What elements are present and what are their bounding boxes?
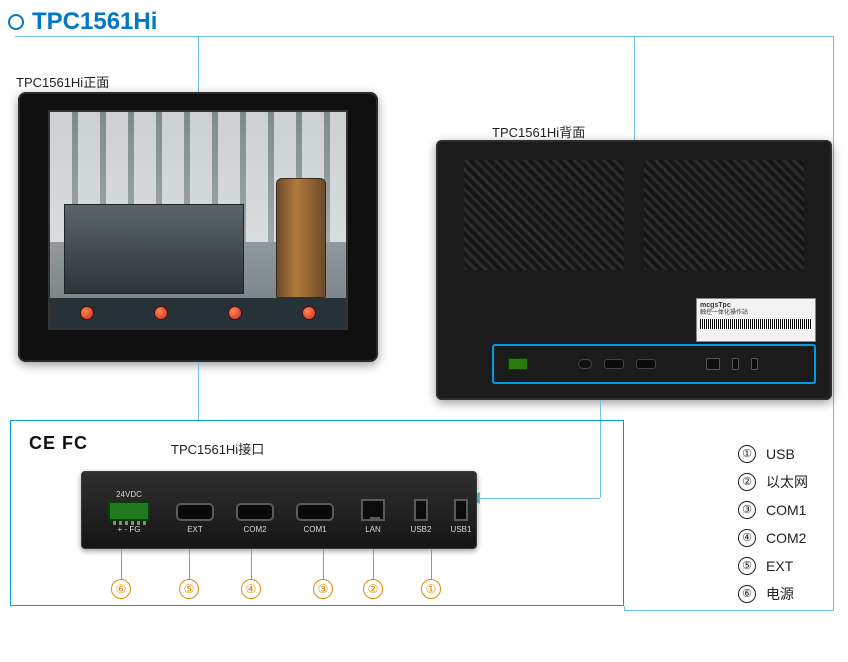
port-usb1: USB1 bbox=[446, 499, 476, 534]
callout-line bbox=[251, 549, 252, 579]
back-ports-highlight bbox=[492, 344, 816, 384]
callout-line bbox=[121, 549, 122, 579]
sticker-brand: mcgsTpc bbox=[700, 302, 812, 310]
back-port-usb bbox=[751, 358, 758, 370]
legend-item: ② 以太网 bbox=[738, 468, 808, 496]
callout-line bbox=[323, 549, 324, 579]
legend-list: ① USB ② 以太网 ③ COM1 ④ COM2 ⑤ EXT ⑥ 电源 bbox=[738, 440, 808, 608]
screen-machine-graphic bbox=[64, 204, 244, 294]
back-port-ext bbox=[578, 359, 592, 369]
legend-item: ③ COM1 bbox=[738, 496, 808, 524]
product-title-row: TPC1561Hi bbox=[8, 8, 157, 36]
port-lan: LAN bbox=[350, 499, 396, 534]
back-port-com bbox=[636, 359, 656, 369]
barcode-graphic bbox=[700, 319, 812, 329]
front-view-device bbox=[18, 92, 378, 362]
legend-number: ⑤ bbox=[738, 557, 756, 575]
connector-line bbox=[833, 36, 834, 611]
callout-number: ④ bbox=[241, 579, 261, 599]
legend-text: EXT bbox=[766, 552, 793, 580]
legend-number: ① bbox=[738, 445, 756, 463]
hmi-button bbox=[80, 306, 94, 320]
hmi-button bbox=[228, 306, 242, 320]
cooling-vent bbox=[644, 160, 804, 270]
back-port-power bbox=[508, 358, 528, 370]
port-label: USB1 bbox=[451, 525, 472, 534]
hmi-screen bbox=[48, 110, 348, 330]
legend-text: 电源 bbox=[766, 580, 794, 608]
back-view-device: mcgsTpc 触控一体化操作站 bbox=[436, 140, 832, 400]
de9-connector bbox=[236, 503, 274, 521]
usb-connector bbox=[454, 499, 468, 521]
port-label: USB2 bbox=[411, 525, 432, 534]
connector-line bbox=[198, 362, 199, 420]
cooling-vent bbox=[464, 160, 624, 270]
back-ports-row bbox=[500, 352, 808, 376]
hmi-button bbox=[302, 306, 316, 320]
connector-line bbox=[15, 36, 833, 37]
legend-number: ② bbox=[738, 473, 756, 491]
interface-label: TPC1561Hi接口 bbox=[171, 439, 264, 458]
de9-connector bbox=[296, 503, 334, 521]
connector-line bbox=[624, 610, 834, 611]
usb-connector bbox=[414, 499, 428, 521]
rj45-connector bbox=[361, 499, 385, 521]
back-port-usb bbox=[732, 358, 739, 370]
callout-number: ⑤ bbox=[179, 579, 199, 599]
port-label: EXT bbox=[187, 525, 203, 534]
callout-number: ⑥ bbox=[111, 579, 131, 599]
port-power: 24VDC + - FG bbox=[98, 490, 160, 534]
back-view-label: TPC1561Hi背面 bbox=[492, 122, 585, 141]
product-title: TPC1561Hi bbox=[32, 8, 157, 36]
callout-number: ② bbox=[363, 579, 383, 599]
connector-line bbox=[634, 36, 635, 140]
legend-number: ④ bbox=[738, 529, 756, 547]
de9-connector bbox=[176, 503, 214, 521]
front-view-label: TPC1561Hi正面 bbox=[16, 72, 109, 91]
screen-tank-graphic bbox=[276, 178, 326, 298]
connector-line bbox=[624, 606, 625, 611]
interface-detail-frame: CE FC TPC1561Hi接口 24VDC + - FG EXT COM2 … bbox=[10, 420, 624, 606]
legend-number: ⑥ bbox=[738, 585, 756, 603]
port-com1: COM1 bbox=[290, 503, 340, 534]
legend-text: 以太网 bbox=[766, 468, 808, 496]
legend-item: ⑥ 电源 bbox=[738, 580, 808, 608]
back-port-lan bbox=[706, 358, 720, 370]
bullet-icon bbox=[8, 14, 24, 30]
port-com2: COM2 bbox=[230, 503, 280, 534]
interface-panel: 24VDC + - FG EXT COM2 COM1 LAN bbox=[81, 471, 477, 549]
legend-text: COM1 bbox=[766, 496, 806, 524]
hmi-button bbox=[154, 306, 168, 320]
port-label: + - FG bbox=[118, 525, 141, 534]
back-port-com bbox=[604, 359, 624, 369]
legend-item: ⑤ EXT bbox=[738, 552, 808, 580]
port-label: COM2 bbox=[243, 525, 266, 534]
interface-ports-row: 24VDC + - FG EXT COM2 COM1 LAN bbox=[98, 482, 460, 534]
callout-line bbox=[189, 549, 190, 579]
callout-line bbox=[373, 549, 374, 579]
sticker-desc: 触控一体化操作站 bbox=[700, 310, 812, 317]
callout-line bbox=[431, 549, 432, 579]
certification-marks: CE FC bbox=[29, 433, 88, 454]
hmi-button-bar bbox=[50, 298, 346, 328]
callout-number: ① bbox=[421, 579, 441, 599]
port-label: 24VDC bbox=[116, 490, 142, 499]
legend-text: USB bbox=[766, 440, 795, 468]
connector-line bbox=[198, 36, 199, 92]
port-usb2: USB2 bbox=[406, 499, 436, 534]
legend-item: ① USB bbox=[738, 440, 808, 468]
port-label: LAN bbox=[365, 525, 381, 534]
legend-item: ④ COM2 bbox=[738, 524, 808, 552]
callout-number: ③ bbox=[313, 579, 333, 599]
power-connector bbox=[108, 501, 150, 521]
legend-text: COM2 bbox=[766, 524, 806, 552]
legend-number: ③ bbox=[738, 501, 756, 519]
product-sticker: mcgsTpc 触控一体化操作站 bbox=[696, 298, 816, 342]
port-ext: EXT bbox=[170, 503, 220, 534]
port-label: COM1 bbox=[303, 525, 326, 534]
